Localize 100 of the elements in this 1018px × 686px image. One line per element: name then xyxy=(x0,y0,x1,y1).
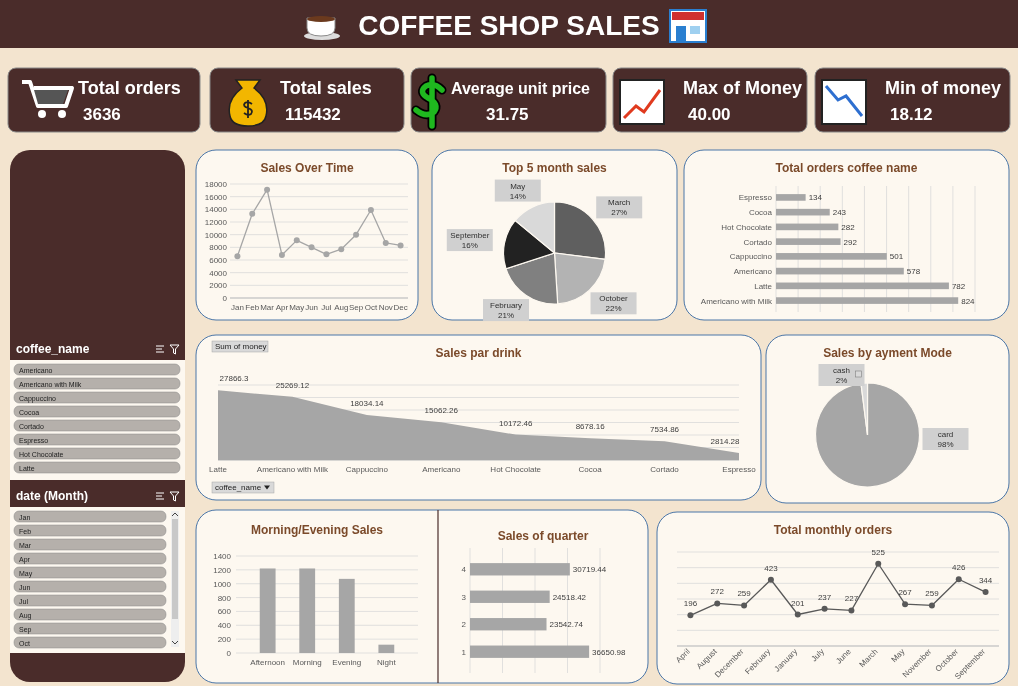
data-label: 525 xyxy=(871,547,886,557)
x-tick-label: Hot Chocolate xyxy=(490,465,542,474)
y-tick-label: Cocoa xyxy=(748,208,773,218)
bar xyxy=(338,578,355,653)
y-tick-label: 600 xyxy=(217,607,232,617)
y-tick-label: 10000 xyxy=(204,230,228,240)
point xyxy=(338,246,345,253)
slice-label: September xyxy=(450,231,490,241)
chart-title: Top 5 month sales xyxy=(502,161,608,175)
y-tick-label: Espresso xyxy=(738,193,773,203)
slice-label: March xyxy=(608,198,631,208)
x-tick-label: Jun xyxy=(305,303,319,312)
x-tick-label: Jan xyxy=(230,303,244,312)
y-tick-label: 6000 xyxy=(209,256,228,265)
y-tick-label: 8000 xyxy=(209,243,228,253)
y-tick-label: 2000 xyxy=(209,281,228,291)
point xyxy=(982,589,989,596)
data-label: 15062.26 xyxy=(424,406,459,416)
point xyxy=(382,239,389,246)
data-label: 259 xyxy=(925,589,940,599)
y-tick-label: 400 xyxy=(217,621,232,631)
chart-title: Sales Over Time xyxy=(260,161,354,175)
bar xyxy=(776,253,887,260)
data-label: 267 xyxy=(898,588,913,598)
point xyxy=(687,612,694,619)
data-label: 578 xyxy=(906,267,921,277)
bar xyxy=(776,238,841,245)
bar xyxy=(259,568,276,653)
x-tick-label: Sep xyxy=(348,303,364,312)
legend-label: cash xyxy=(833,366,850,375)
y-tick-label: 3 xyxy=(461,592,467,602)
text: 18.12 xyxy=(890,105,933,124)
pie-slice xyxy=(814,382,921,488)
chart-title: Sales by ayment Mode xyxy=(823,346,953,360)
y-tick-label: 800 xyxy=(217,593,232,603)
data-label: 824 xyxy=(961,296,976,306)
y-tick-label: Latte xyxy=(754,281,773,291)
data-label: 8678.16 xyxy=(575,422,606,432)
point xyxy=(353,231,360,238)
text: 31.75 xyxy=(486,105,529,124)
y-tick-label: Cappuccino xyxy=(729,252,773,262)
x-tick-label: Americano with Milk xyxy=(256,465,329,474)
point xyxy=(293,237,300,244)
y-tick-label: 0 xyxy=(226,649,232,658)
data-label: 27866.3 xyxy=(219,374,250,384)
point xyxy=(397,242,404,249)
point xyxy=(308,244,315,251)
bar xyxy=(470,618,547,631)
text: Total orders xyxy=(78,78,181,98)
data-label: 14% xyxy=(509,191,526,201)
data-label: 21% xyxy=(498,311,515,321)
chart-title: Morning/Evening Sales xyxy=(250,523,384,537)
data-label: 426 xyxy=(952,563,966,573)
data-label: 782 xyxy=(951,281,966,291)
text: coffee_name xyxy=(16,342,90,356)
point xyxy=(234,253,241,260)
bar xyxy=(470,590,550,603)
x-tick-label: Evening xyxy=(332,658,362,667)
y-tick-label: 14000 xyxy=(204,205,228,215)
data-label: 10172.46 xyxy=(499,418,533,428)
y-tick-label: Hot Chocolate xyxy=(721,222,773,232)
slice-label: card xyxy=(937,430,954,439)
x-tick-label: Cocoa xyxy=(578,465,603,474)
bar xyxy=(299,568,316,653)
slice-label: May xyxy=(510,181,526,191)
data-label: 2% xyxy=(835,376,848,385)
point xyxy=(821,605,828,612)
bar xyxy=(378,644,395,653)
point xyxy=(848,607,855,614)
data-label: 98% xyxy=(937,440,954,449)
slice-label: October xyxy=(599,294,629,304)
data-label: 423 xyxy=(764,563,779,573)
y-tick-label: Americano xyxy=(733,267,773,277)
x-tick-label: Morning xyxy=(292,658,322,667)
data-label: 227 xyxy=(844,594,859,604)
text: Min of money xyxy=(885,78,1001,98)
text: date (Month) xyxy=(16,489,88,503)
y-tick-label: 0 xyxy=(222,294,228,303)
x-tick-label: May xyxy=(289,303,305,312)
data-label: 501 xyxy=(889,252,904,262)
data-label: 201 xyxy=(791,598,805,608)
bar xyxy=(470,563,570,576)
bar xyxy=(776,194,806,201)
data-label: 237 xyxy=(817,592,832,602)
point xyxy=(249,210,256,217)
x-tick-label: Jul xyxy=(321,303,332,312)
chart-title: Sales par drink xyxy=(435,346,522,360)
text: 115432 xyxy=(285,105,341,124)
data-label: 16% xyxy=(461,241,478,251)
text: 3636 xyxy=(83,105,121,124)
chart-title: Sales of quarter xyxy=(497,529,589,543)
y-tick-label: 4 xyxy=(461,565,467,575)
text: COFFEE SHOP SALES xyxy=(358,10,660,41)
x-tick-label: Afternoon xyxy=(250,658,285,667)
y-tick-label: 1400 xyxy=(213,552,232,561)
y-tick-label: 12000 xyxy=(204,218,228,227)
y-tick-label: 18000 xyxy=(204,180,228,189)
data-label: 196 xyxy=(683,599,698,609)
data-label: 292 xyxy=(843,237,858,247)
data-label: 259 xyxy=(737,589,752,599)
